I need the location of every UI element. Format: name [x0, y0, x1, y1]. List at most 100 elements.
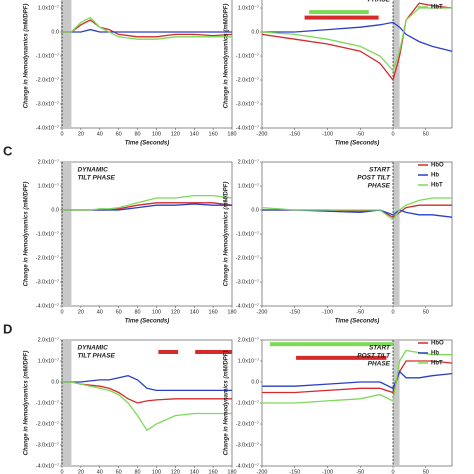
- shade-band: [393, 0, 400, 128]
- legend-label: HbT: [431, 183, 443, 189]
- x-tick-label: 160: [209, 309, 218, 315]
- y-tick-label: -1.0x10⁻⁷: [236, 230, 259, 237]
- y-tick-label: -2.0x10⁻⁷: [36, 76, 59, 83]
- phase-annotation: START: [369, 345, 391, 352]
- x-tick-label: -100: [322, 131, 333, 137]
- phase-annotation: PHASE: [368, 183, 391, 190]
- x-tick-label: 40: [97, 309, 103, 315]
- y-tick-label: 1.0x10⁻⁷: [238, 4, 259, 11]
- x-tick-label: 120: [171, 309, 180, 315]
- panel-letter: C: [3, 143, 13, 158]
- x-tick-label: 80: [134, 469, 140, 474]
- y-axis-title: Change in Hemodynamics (mM/DPF): [224, 182, 230, 287]
- shade-band: [393, 340, 400, 466]
- y-tick-label: -2.0x10⁻⁷: [236, 76, 259, 83]
- series-line: [262, 360, 453, 394]
- shade-band: [393, 162, 400, 306]
- x-tick-label: 0: [60, 469, 63, 474]
- y-tick-label: 1.0x10⁻⁷: [38, 357, 59, 364]
- x-tick-label: 50: [423, 469, 429, 474]
- x-tick-label: -150: [289, 131, 300, 137]
- significance-bar: [304, 15, 379, 20]
- y-tick-label: 0.0: [251, 379, 259, 385]
- y-tick-label: 1.0x10⁻⁷: [238, 357, 259, 364]
- y-axis-title: Change in Hemodynamics (mM/DPF): [224, 351, 230, 456]
- y-tick-label: 0.0: [51, 379, 59, 385]
- series-line: [261, 7, 452, 72]
- x-tick-label: 100: [152, 309, 161, 315]
- significance-bar: [158, 349, 179, 354]
- y-tick-label: -2.0x10⁻⁷: [236, 254, 259, 261]
- y-tick-label: -3.0x10⁻⁷: [236, 100, 259, 107]
- y-tick-label: 2.0x10⁻⁷: [238, 158, 259, 165]
- y-tick-label: 0.0: [51, 207, 59, 213]
- phase-annotation: PHASE: [368, 361, 391, 368]
- phase-annotation: POST TILT: [357, 353, 391, 360]
- x-tick-label: 120: [171, 469, 180, 474]
- y-tick-label: 0.0: [51, 29, 59, 35]
- y-tick-label: -3.0x10⁻⁷: [236, 441, 259, 448]
- legend-label: Hb: [431, 0, 439, 1]
- x-tick-label: 180: [227, 131, 236, 137]
- x-tick-label: 140: [190, 309, 199, 315]
- shade-band: [62, 340, 72, 466]
- phase-annotation: DYNAMIC: [77, 345, 108, 352]
- phase-annotation: TILT PHASE: [77, 175, 115, 182]
- x-tick-label: 40: [97, 469, 103, 474]
- x-tick-label: -100: [322, 309, 333, 315]
- x-tick-label: 0: [392, 131, 395, 137]
- series-line: [62, 375, 232, 392]
- y-tick-label: 0.0: [251, 29, 259, 35]
- x-tick-label: 80: [134, 309, 140, 315]
- y-tick-label: -3.0x10⁻⁷: [36, 278, 59, 285]
- y-tick-label: -4.0x10⁻⁷: [236, 124, 259, 131]
- y-tick-label: -4.0x10⁻⁷: [236, 302, 259, 309]
- y-tick-label: -1.0x10⁻⁷: [236, 52, 259, 59]
- series-line: [62, 194, 233, 211]
- x-axis-title: Time (Seconds): [125, 319, 170, 325]
- y-tick-label: -2.0x10⁻⁷: [236, 420, 259, 427]
- x-axis-title: Time (Seconds): [335, 141, 380, 147]
- x-tick-label: 100: [152, 131, 161, 137]
- x-tick-label: 20: [78, 469, 84, 474]
- y-tick-label: -3.0x10⁻⁷: [36, 441, 59, 448]
- x-tick-label: 0: [60, 131, 63, 137]
- significance-bar: [296, 355, 387, 360]
- plot-frame: [261, 161, 453, 307]
- series-line: [262, 370, 453, 390]
- panel-letter: D: [3, 321, 12, 336]
- y-tick-label: 2.0x10⁻⁷: [38, 336, 59, 343]
- y-tick-label: 1.0x10⁻⁷: [38, 182, 59, 189]
- x-tick-label: -50: [356, 469, 364, 474]
- x-tick-label: -150: [289, 309, 300, 315]
- legend-label: Hb: [431, 351, 439, 357]
- y-axis-title: Change in Hemodynamics (mM/DPF): [24, 182, 30, 287]
- y-axis-title: Change in Hemodynamics (mM/DPF): [24, 351, 30, 456]
- x-tick-label: 20: [78, 131, 84, 137]
- legend-label: HbO: [431, 341, 444, 347]
- x-tick-label: 120: [171, 131, 180, 137]
- x-tick-label: 0: [60, 309, 63, 315]
- x-tick-label: 180: [227, 469, 236, 474]
- y-tick-label: 1.0x10⁻⁷: [238, 182, 259, 189]
- shade-band: [62, 162, 72, 306]
- legend-label: HbO: [431, 163, 444, 169]
- phase-annotation: TILT PHASE: [77, 353, 115, 360]
- series-line: [62, 28, 232, 33]
- x-tick-label: -50: [356, 309, 364, 315]
- y-tick-label: -4.0x10⁻⁷: [236, 462, 259, 469]
- x-tick-label: -50: [356, 131, 364, 137]
- x-tick-label: 50: [423, 309, 429, 315]
- x-tick-label: 160: [209, 131, 218, 137]
- x-tick-label: 50: [423, 131, 429, 137]
- series-line: [62, 203, 232, 211]
- series-line: [62, 381, 232, 432]
- legend-label: HbT: [431, 361, 443, 367]
- plot-frame: [61, 161, 233, 307]
- y-tick-label: 1.0x10⁻⁷: [38, 4, 59, 11]
- series-line: [262, 21, 453, 52]
- y-tick-label: -1.0x10⁻⁷: [36, 52, 59, 59]
- y-tick-label: -1.0x10⁻⁷: [236, 399, 259, 406]
- phase-annotation: DYNAMIC: [77, 167, 108, 174]
